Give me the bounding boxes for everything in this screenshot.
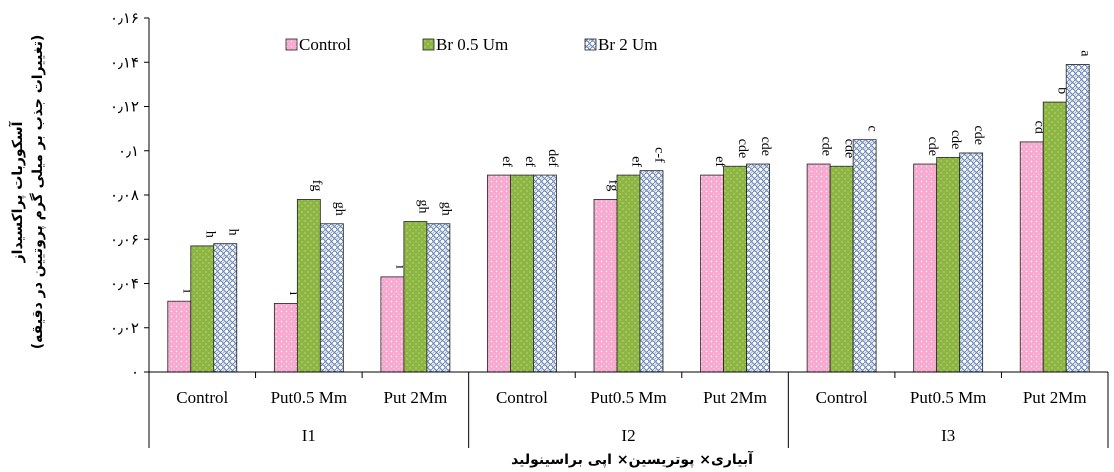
bar: [403, 221, 428, 373]
y-axis: ۰ ۰٫۰۲ ۰٫۰۴ ۰٫۰۶ ۰٫۰۸ ۰٫۱ ۰٫۱۲ ۰٫۱۴ ۰٫۱۶: [110, 11, 150, 381]
x-group-label: I2: [621, 426, 635, 445]
x-category-label: Control: [816, 388, 868, 407]
x-category-label: Put 2Mm: [383, 388, 447, 407]
y-tick-label: ۰٫۰۴: [110, 277, 139, 293]
bar: [190, 245, 215, 373]
bar: [829, 165, 854, 373]
bar-significance-label: gh: [415, 200, 430, 214]
bar: [426, 223, 451, 373]
y-axis-title-line1: آسکوربات پراکسیداز: [8, 120, 26, 263]
y-axis-title-line2: (تغییرات جذب بر میلی گرم پروتیین در دقیق…: [29, 35, 46, 350]
bar: [639, 170, 664, 373]
bar: [1019, 141, 1044, 373]
legend-label: Control: [299, 35, 351, 54]
y-tick-label: ۰٫۱۶: [110, 11, 139, 27]
bar: [959, 152, 984, 373]
bar: [936, 156, 961, 373]
bar: [913, 163, 938, 373]
bar-significance-label: ef: [629, 156, 644, 167]
x-axis-title: آبیاری× پوتریسین× اپی براسینولید: [511, 450, 754, 468]
bar: [213, 243, 238, 373]
bar: [852, 139, 877, 373]
x-category-label: Control: [176, 388, 228, 407]
bar-significance-label: ef: [522, 156, 537, 167]
bar-significance-label: cde: [925, 137, 940, 156]
y-tick-label: ۰: [131, 365, 139, 381]
bar-significance-label: ef: [499, 156, 514, 167]
bar-significance-label: gh: [438, 202, 453, 216]
bar-significance-label: i: [392, 265, 407, 269]
bar-significance-label: cde: [819, 137, 834, 156]
legend-swatch: [285, 38, 298, 51]
legend-label: Br 0.5 Um: [436, 35, 508, 54]
x-category-label: Put 2Mm: [1023, 388, 1087, 407]
x-group-label: I3: [941, 426, 955, 445]
bar-significance-label: i: [286, 292, 301, 296]
bar-significance-label: ef: [712, 156, 727, 167]
y-tick-label: ۰٫۰۸: [110, 188, 139, 204]
bar-significance-label: gh: [332, 202, 347, 216]
legend-swatch: [584, 38, 597, 51]
bar: [616, 174, 641, 373]
bar-significance-label: c-f: [652, 147, 667, 163]
bar: [273, 303, 298, 373]
x-axis: Control Put0.5 Mm Put 2Mm Control Put0.5 Mm P…: [148, 371, 1109, 448]
bar-significance-label: h: [225, 229, 240, 236]
y-tick-label: ۰٫۰۲: [110, 321, 139, 337]
bar: [319, 223, 344, 373]
bar-significance-label: i: [179, 289, 194, 293]
y-tick-label: ۰٫۱۴: [110, 55, 139, 71]
legend: Control Br 0.5 Um Br 2 Um: [285, 35, 658, 54]
x-category-label: Put0.5 Mm: [271, 388, 348, 407]
bar: [1042, 101, 1067, 373]
x-category-label: Put0.5 Mm: [590, 388, 667, 407]
bar-significance-label: fg: [309, 180, 324, 192]
y-axis-title: آسکوربات پراکسیداز (تغییرات جذب بر میلی …: [8, 35, 46, 350]
bar-significance-label: cde: [758, 137, 773, 156]
bar: [1065, 64, 1090, 373]
bar: [296, 199, 321, 373]
bar-significance-label: a: [1078, 50, 1093, 57]
x-category-label: Put0.5 Mm: [910, 388, 987, 407]
y-tick-label: ۰٫۱: [118, 144, 139, 160]
bar: [533, 174, 557, 373]
bar: [593, 199, 618, 373]
bar: [723, 165, 747, 373]
bar: [700, 174, 724, 373]
bar-significance-label: fg: [606, 180, 621, 192]
y-tick-label: ۰٫۱۲: [110, 100, 139, 116]
bar-significance-label: cde: [948, 130, 963, 149]
bar: [510, 174, 534, 373]
bar-significance-label: c: [865, 125, 880, 131]
bar-significance-label: cde: [971, 126, 986, 145]
bar-significance-label: b: [1055, 87, 1070, 94]
legend-swatch: [422, 38, 435, 51]
x-category-label: Control: [496, 388, 548, 407]
legend-label: Br 2 Um: [598, 35, 658, 54]
bar-significance-label: def: [545, 149, 560, 167]
x-category-label: Put 2Mm: [703, 388, 767, 407]
bar: [806, 163, 831, 373]
y-tick-label: ۰٫۰۶: [110, 232, 139, 248]
bar: [167, 300, 192, 373]
bar-significance-label: h: [202, 231, 217, 238]
x-group-label: I1: [302, 426, 316, 445]
bar: [746, 163, 770, 373]
bar-significance-label: cde: [735, 139, 750, 158]
bar: [487, 174, 511, 373]
bar: [380, 276, 405, 373]
